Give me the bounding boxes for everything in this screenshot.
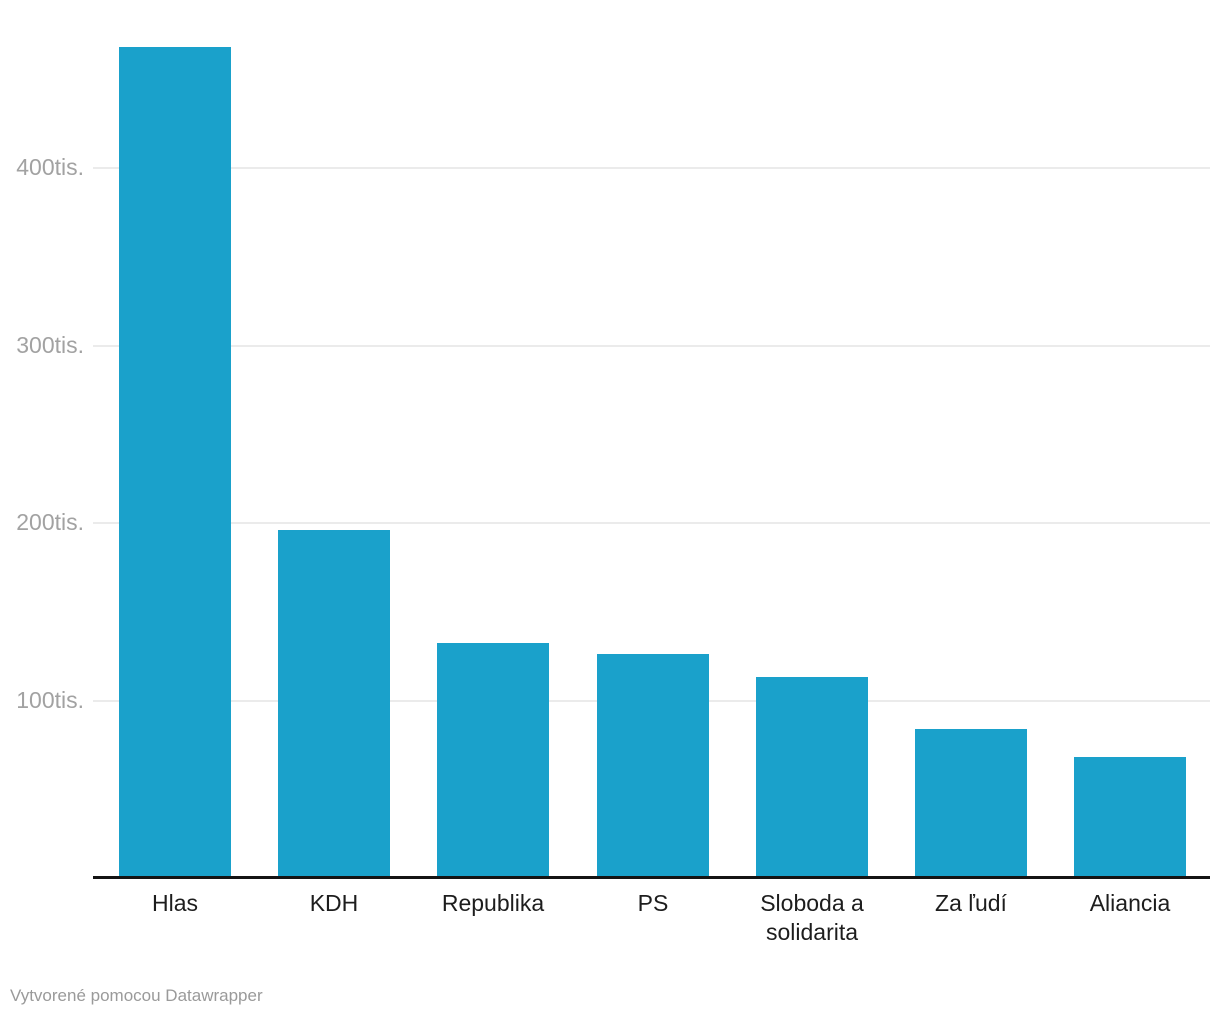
bar-aliancia[interactable] xyxy=(1074,757,1186,876)
x-axis-line xyxy=(93,876,1210,879)
x-category-label-kdh: KDH xyxy=(309,890,359,916)
gridline-300tis xyxy=(93,345,1210,347)
bar-sloboda-a-solidarita[interactable] xyxy=(756,677,868,876)
bar-hlas[interactable] xyxy=(119,47,231,876)
x-category-label-sloboda-a-solidarita: Sloboda a solidarita xyxy=(760,890,864,945)
gridline-200tis xyxy=(93,522,1210,524)
x-category-label-za-ludi: Za ľudí xyxy=(935,890,1007,916)
bar-ps[interactable] xyxy=(597,654,709,876)
datawrapper-credit[interactable]: Vytvorené pomocou Datawrapper xyxy=(10,986,263,1005)
x-category-label-aliancia: Aliancia xyxy=(1089,890,1171,916)
y-tick-label-200tis: 200tis. xyxy=(16,509,84,535)
y-tick-label-300tis: 300tis. xyxy=(16,332,84,358)
y-tick-label-400tis: 400tis. xyxy=(16,154,84,180)
bar-kdh[interactable] xyxy=(278,530,390,876)
x-category-label-ps: PS xyxy=(637,890,669,916)
x-category-label-republika: Republika xyxy=(441,890,545,916)
bar-za-ludi[interactable] xyxy=(915,729,1027,876)
bar-republika[interactable] xyxy=(437,643,549,876)
gridline-400tis xyxy=(93,167,1210,169)
x-category-label-hlas: Hlas xyxy=(151,890,198,916)
y-tick-label-100tis: 100tis. xyxy=(16,687,84,713)
